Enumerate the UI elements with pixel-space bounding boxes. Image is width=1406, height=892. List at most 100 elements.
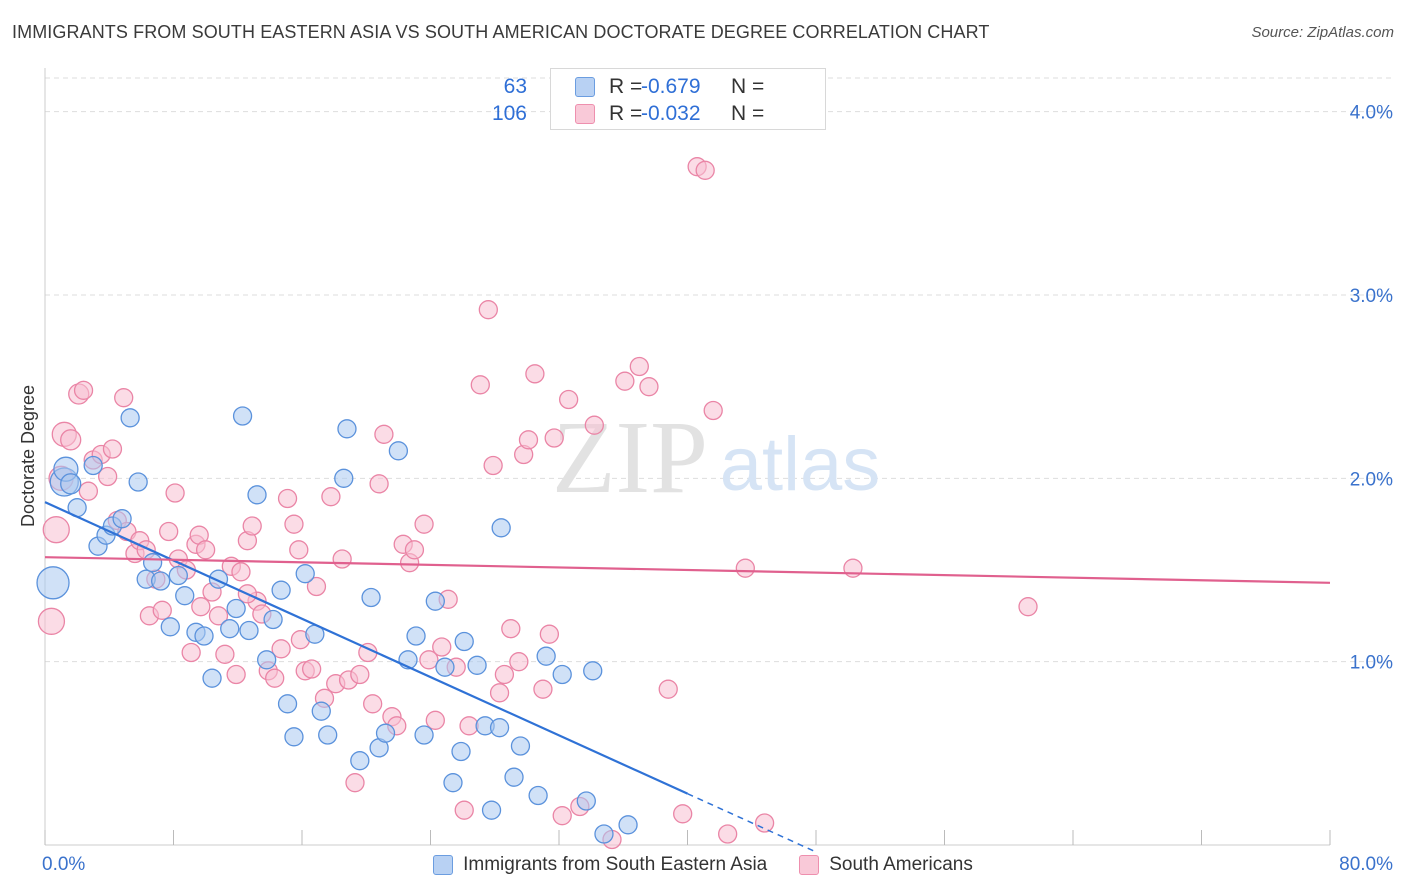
sea-trend-extension: [687, 792, 817, 853]
sea-immigrants-point: [226, 598, 246, 619]
south-americans-point: [114, 388, 134, 408]
sea-immigrants-point: [239, 620, 259, 641]
south-americans-point: [533, 679, 553, 699]
south-americans-point: [518, 430, 539, 450]
sea-immigrants-point: [128, 472, 148, 492]
south-americans-point: [501, 619, 521, 639]
south-americans-point: [195, 540, 216, 560]
south-americans-point: [483, 455, 503, 476]
legend-item-sea[interactable]: Immigrants from South Eastern Asia: [433, 854, 767, 876]
south-americans-point: [558, 389, 579, 410]
series-legend: Immigrants from South Eastern Asia South…: [0, 850, 1406, 880]
south-americans-point: [332, 549, 352, 569]
sea-immigrants-point: [257, 650, 277, 670]
south-americans-point: [321, 487, 341, 507]
sea-immigrants-point: [510, 736, 531, 756]
y-tick-label: 2.0%: [1350, 469, 1393, 490]
sea-immigrants-point: [284, 727, 304, 747]
sea-immigrants-point: [536, 646, 556, 666]
south-americans-point: [97, 466, 118, 487]
south-americans-point: [301, 659, 322, 679]
legend-item-sa[interactable]: South Americans: [799, 854, 973, 876]
sea-immigrants-point: [160, 617, 180, 637]
chart-title: IMMIGRANTS FROM SOUTH EASTERN ASIA VS SO…: [12, 22, 990, 42]
south-americans-point: [658, 679, 678, 699]
south-americans-point: [277, 488, 298, 509]
south-americans-point: [459, 716, 479, 736]
y-tick-labels: 1.0% 2.0% 3.0% 4.0%: [1350, 103, 1393, 674]
sea-immigrants-point: [112, 509, 132, 529]
south-americans-point: [615, 371, 635, 391]
south-americans-point: [419, 650, 439, 670]
x-tick-max: 80.0%: [1339, 854, 1393, 875]
sea-immigrants-point: [504, 767, 524, 787]
south-americans-point: [289, 540, 309, 560]
sea-immigrants-point: [60, 473, 82, 495]
n-value: 106: [491, 102, 527, 125]
watermark: ZIP atlas: [552, 400, 880, 515]
source-label: Source: ZipAtlas.com: [1251, 24, 1394, 41]
sea-immigrants-point: [202, 668, 222, 688]
south-americans-point: [42, 516, 70, 544]
sea-immigrants-point: [311, 701, 331, 721]
legend-swatch-blue: [575, 77, 595, 97]
y-tick-label: 4.0%: [1350, 103, 1393, 124]
sea-immigrants-point: [552, 664, 572, 685]
sea-immigrants-point: [454, 631, 474, 652]
sea-immigrants-point: [36, 566, 70, 600]
south-americans-point: [552, 806, 572, 826]
south-americans-point: [489, 683, 510, 703]
sea-immigrants-point: [175, 586, 195, 606]
south-americans-point: [165, 483, 185, 503]
south-americans-point: [215, 644, 235, 664]
sea-immigrants-point: [467, 655, 487, 675]
south-americans-point: [525, 364, 545, 384]
sea-immigrants-point: [271, 580, 291, 600]
south-americans-point: [629, 356, 649, 377]
r-label: R =: [609, 102, 643, 125]
sea-immigrants-point: [361, 587, 381, 608]
sea-immigrants-point: [435, 657, 455, 677]
sea-immigrants-point: [168, 565, 188, 586]
south-americans-point: [754, 813, 775, 833]
sea-immigrants-point: [120, 408, 140, 428]
sea-immigrants-point: [194, 626, 214, 646]
south-americans-point: [159, 521, 179, 542]
sea-immigrants-point: [337, 419, 357, 439]
sea-immigrants-point: [491, 518, 511, 538]
r-value: -0.032: [641, 102, 701, 125]
sea-immigrants-point: [334, 468, 354, 488]
sea-immigrants-point: [150, 571, 171, 591]
sea-immigrants-point: [528, 785, 548, 806]
south-americans-point: [226, 664, 246, 685]
legend-label-sea: Immigrants from South Eastern Asia: [463, 854, 768, 875]
south-americans-point: [271, 639, 291, 659]
correlation-legend: R = -0.679 N = 63 R = -0.032 N = 106: [492, 68, 826, 130]
south-americans-point: [345, 773, 365, 793]
n-label: N =: [731, 102, 765, 125]
sea-immigrants-point: [263, 609, 283, 630]
x-tick-min: 0.0%: [42, 854, 85, 875]
south-americans-point: [735, 558, 755, 578]
y-tick-label: 1.0%: [1350, 653, 1393, 674]
sea-immigrants-point: [232, 406, 253, 426]
legend-label-sa: South Americans: [829, 854, 973, 875]
south-americans-point: [284, 514, 304, 534]
y-tick-label: 3.0%: [1350, 286, 1393, 307]
sea-immigrants-point: [481, 800, 502, 820]
south-americans-point: [1018, 597, 1038, 617]
sea-immigrants-point: [295, 564, 315, 584]
sea-immigrants-point: [594, 824, 614, 844]
south-americans-point: [703, 400, 723, 421]
south-americans-point: [539, 624, 560, 644]
south-americans-point: [454, 800, 474, 820]
south-americans-point: [242, 516, 262, 536]
r-value: -0.679: [641, 75, 701, 98]
south-americans-point: [37, 607, 66, 635]
south-americans-point: [494, 664, 515, 685]
sea-immigrants-point: [489, 718, 510, 738]
sea-immigrants-point: [576, 791, 596, 811]
legend-swatch-blue: [433, 855, 454, 875]
south-americans-point: [306, 576, 327, 597]
south-americans-point: [208, 606, 229, 626]
